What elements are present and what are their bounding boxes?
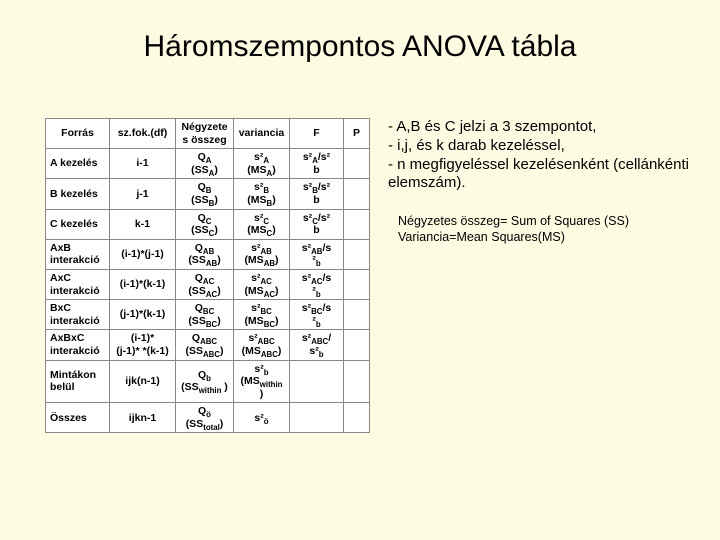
cell-p [344, 330, 370, 360]
notes-bullets: - A,B és C jelzi a 3 szempontot, - i,j, … [388, 118, 690, 193]
cell-df: (i-1)*(k-1) [110, 269, 176, 299]
notes-panel: - A,B és C jelzi a 3 szempontot, - i,j, … [388, 118, 690, 246]
cell-df: k-1 [110, 209, 176, 239]
table-row: Összesijkn-1Qö(SStotal)s²ö [46, 403, 370, 433]
notes-line: - n megfigyeléssel kezelésenként (cellán… [388, 156, 690, 194]
cell-p [344, 300, 370, 330]
footnote-line: Variancia=Mean Squares(MS) [398, 229, 690, 245]
cell-f: s²AB/s²b [290, 239, 344, 269]
cell-ss: QBC(SSBC) [176, 300, 234, 330]
col-header: Forrás [46, 119, 110, 149]
cell-p [344, 269, 370, 299]
cell-var: s²ö [234, 403, 290, 433]
cell-f [290, 403, 344, 433]
cell-df: ijkn-1 [110, 403, 176, 433]
anova-table: Forrás sz.fok.(df) Négyzete s összeg var… [45, 118, 370, 433]
table-row: AxCinterakció(i-1)*(k-1)QAC(SSAC)s²AC(MS… [46, 269, 370, 299]
cell-ss: Qö(SStotal) [176, 403, 234, 433]
cell-df: (j-1)*(k-1) [110, 300, 176, 330]
cell-f: s²BC/s²b [290, 300, 344, 330]
table-row: B kezelésj-1QB(SSB)s²B(MSB)s²B/s²b [46, 179, 370, 209]
row-label: AxBxCinterakció [46, 330, 110, 360]
row-label: A kezelés [46, 149, 110, 179]
cell-var: s²AB(MSAB) [234, 239, 290, 269]
cell-ss: QA(SSA) [176, 149, 234, 179]
cell-f: s²C/s²b [290, 209, 344, 239]
cell-var: s²B(MSB) [234, 179, 290, 209]
col-header: sz.fok.(df) [110, 119, 176, 149]
cell-df: (i-1)*(j-1) [110, 239, 176, 269]
cell-p [344, 403, 370, 433]
table-row: Mintákonbelülijk(n-1)Qb(SSwithin )s²b(MS… [46, 360, 370, 403]
anova-table-body: A kezelési-1QA(SSA)s²A(MSA)s²A/s²bB keze… [46, 149, 370, 433]
cell-var: s²b(MSwithin ) [234, 360, 290, 403]
row-label: C kezelés [46, 209, 110, 239]
row-label: BxCinterakció [46, 300, 110, 330]
row-label: B kezelés [46, 179, 110, 209]
table-row: AxBxCinterakció(i-1)*(j-1)* *(k-1)QABC(S… [46, 330, 370, 360]
table-row: BxCinterakció(j-1)*(k-1)QBC(SSBC)s²BC(MS… [46, 300, 370, 330]
cell-p [344, 209, 370, 239]
cell-var: s²ABC(MSABC) [234, 330, 290, 360]
row-label: Mintákonbelül [46, 360, 110, 403]
cell-f: s²B/s²b [290, 179, 344, 209]
cell-var: s²BC(MSBC) [234, 300, 290, 330]
row-label: AxBinterakció [46, 239, 110, 269]
cell-f: s²A/s²b [290, 149, 344, 179]
table-row: AxBinterakció(i-1)*(j-1)QAB(SSAB)s²AB(MS… [46, 239, 370, 269]
cell-f: s²AC/s²b [290, 269, 344, 299]
cell-var: s²AC(MSAC) [234, 269, 290, 299]
cell-ss: QABC(SSABC) [176, 330, 234, 360]
cell-var: s²C(MSC) [234, 209, 290, 239]
footnote-line: Négyzetes összeg= Sum of Squares (SS) [398, 213, 690, 229]
page-title: Háromszempontos ANOVA tábla [0, 30, 720, 64]
anova-table-wrap: Forrás sz.fok.(df) Négyzete s összeg var… [45, 118, 370, 433]
cell-df: i-1 [110, 149, 176, 179]
cell-p [344, 239, 370, 269]
col-header: variancia [234, 119, 290, 149]
col-header: Négyzete s összeg [176, 119, 234, 149]
cell-p [344, 149, 370, 179]
cell-df: (i-1)*(j-1)* *(k-1) [110, 330, 176, 360]
cell-ss: QB(SSB) [176, 179, 234, 209]
content-row: Forrás sz.fok.(df) Négyzete s összeg var… [45, 118, 690, 433]
cell-f [290, 360, 344, 403]
notes-footnote: Négyzetes összeg= Sum of Squares (SS) Va… [398, 213, 690, 246]
cell-df: j-1 [110, 179, 176, 209]
notes-line: - i,j, és k darab kezeléssel, [388, 137, 690, 156]
row-label: Összes [46, 403, 110, 433]
col-header: P [344, 119, 370, 149]
table-row: C kezelésk-1QC(SSC)s²C(MSC)s²C/s²b [46, 209, 370, 239]
cell-f: s²ABC/s²b [290, 330, 344, 360]
notes-line: - A,B és C jelzi a 3 szempontot, [388, 118, 690, 137]
cell-p [344, 360, 370, 403]
cell-ss: QC(SSC) [176, 209, 234, 239]
table-header-row: Forrás sz.fok.(df) Négyzete s összeg var… [46, 119, 370, 149]
cell-p [344, 179, 370, 209]
row-label: AxCinterakció [46, 269, 110, 299]
cell-ss: QAB(SSAB) [176, 239, 234, 269]
table-row: A kezelési-1QA(SSA)s²A(MSA)s²A/s²b [46, 149, 370, 179]
col-header: F [290, 119, 344, 149]
cell-ss: Qb(SSwithin ) [176, 360, 234, 403]
cell-var: s²A(MSA) [234, 149, 290, 179]
cell-ss: QAC(SSAC) [176, 269, 234, 299]
cell-df: ijk(n-1) [110, 360, 176, 403]
